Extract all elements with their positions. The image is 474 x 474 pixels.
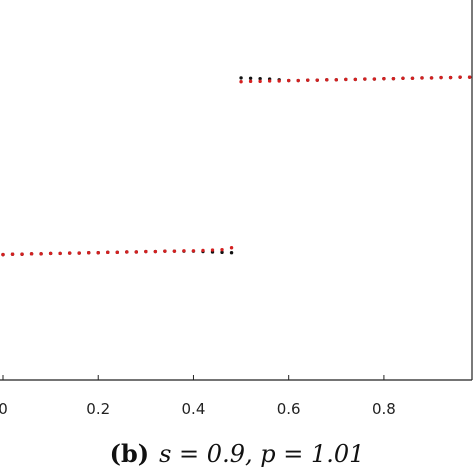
point	[363, 77, 367, 81]
point	[1, 252, 5, 257]
point	[58, 251, 62, 256]
point	[77, 251, 81, 255]
point	[172, 249, 177, 253]
point	[258, 76, 262, 81]
point	[439, 75, 443, 80]
x-tick-label: 0	[0, 400, 8, 418]
point	[10, 252, 15, 256]
point	[420, 76, 424, 80]
point	[410, 76, 415, 80]
point	[229, 251, 234, 255]
x-tick-label: 0.6	[277, 400, 301, 418]
x-tick-label: 0.8	[372, 400, 396, 418]
point	[239, 80, 243, 84]
point	[220, 247, 224, 252]
point	[353, 77, 358, 82]
point	[248, 79, 253, 84]
point	[286, 78, 291, 83]
point	[344, 77, 348, 82]
point	[87, 251, 91, 255]
point	[163, 249, 167, 253]
point	[134, 250, 139, 254]
point	[106, 250, 110, 255]
point	[144, 249, 148, 254]
point	[191, 249, 196, 253]
point	[429, 76, 434, 80]
point	[334, 78, 338, 82]
point	[125, 250, 129, 254]
point	[229, 246, 234, 250]
point	[401, 76, 405, 80]
point	[382, 76, 386, 81]
point	[458, 75, 462, 79]
point	[325, 78, 329, 82]
point	[67, 251, 72, 255]
point	[239, 76, 243, 80]
point	[258, 79, 262, 84]
point	[115, 250, 119, 255]
point	[29, 252, 34, 256]
caption-text: s = 0.9, p = 1.01	[159, 440, 364, 468]
point	[248, 76, 253, 80]
point	[96, 251, 100, 255]
point	[210, 248, 215, 252]
point	[315, 78, 319, 82]
x-tick-label: 0.4	[182, 400, 206, 418]
point	[296, 78, 300, 83]
point	[220, 250, 224, 255]
x-tick-label: 0.2	[86, 400, 110, 418]
point	[48, 251, 53, 256]
caption: (b) s = 0.9, p = 1.01	[110, 439, 365, 468]
point	[267, 79, 272, 83]
point	[20, 252, 24, 256]
point	[467, 75, 472, 79]
point	[182, 249, 186, 253]
point	[201, 248, 205, 253]
point	[39, 252, 43, 256]
caption-label: (b)	[110, 439, 150, 468]
point	[448, 75, 453, 80]
point	[372, 77, 377, 81]
point	[153, 249, 158, 254]
point	[306, 78, 310, 82]
point	[391, 76, 396, 81]
point	[277, 79, 281, 83]
